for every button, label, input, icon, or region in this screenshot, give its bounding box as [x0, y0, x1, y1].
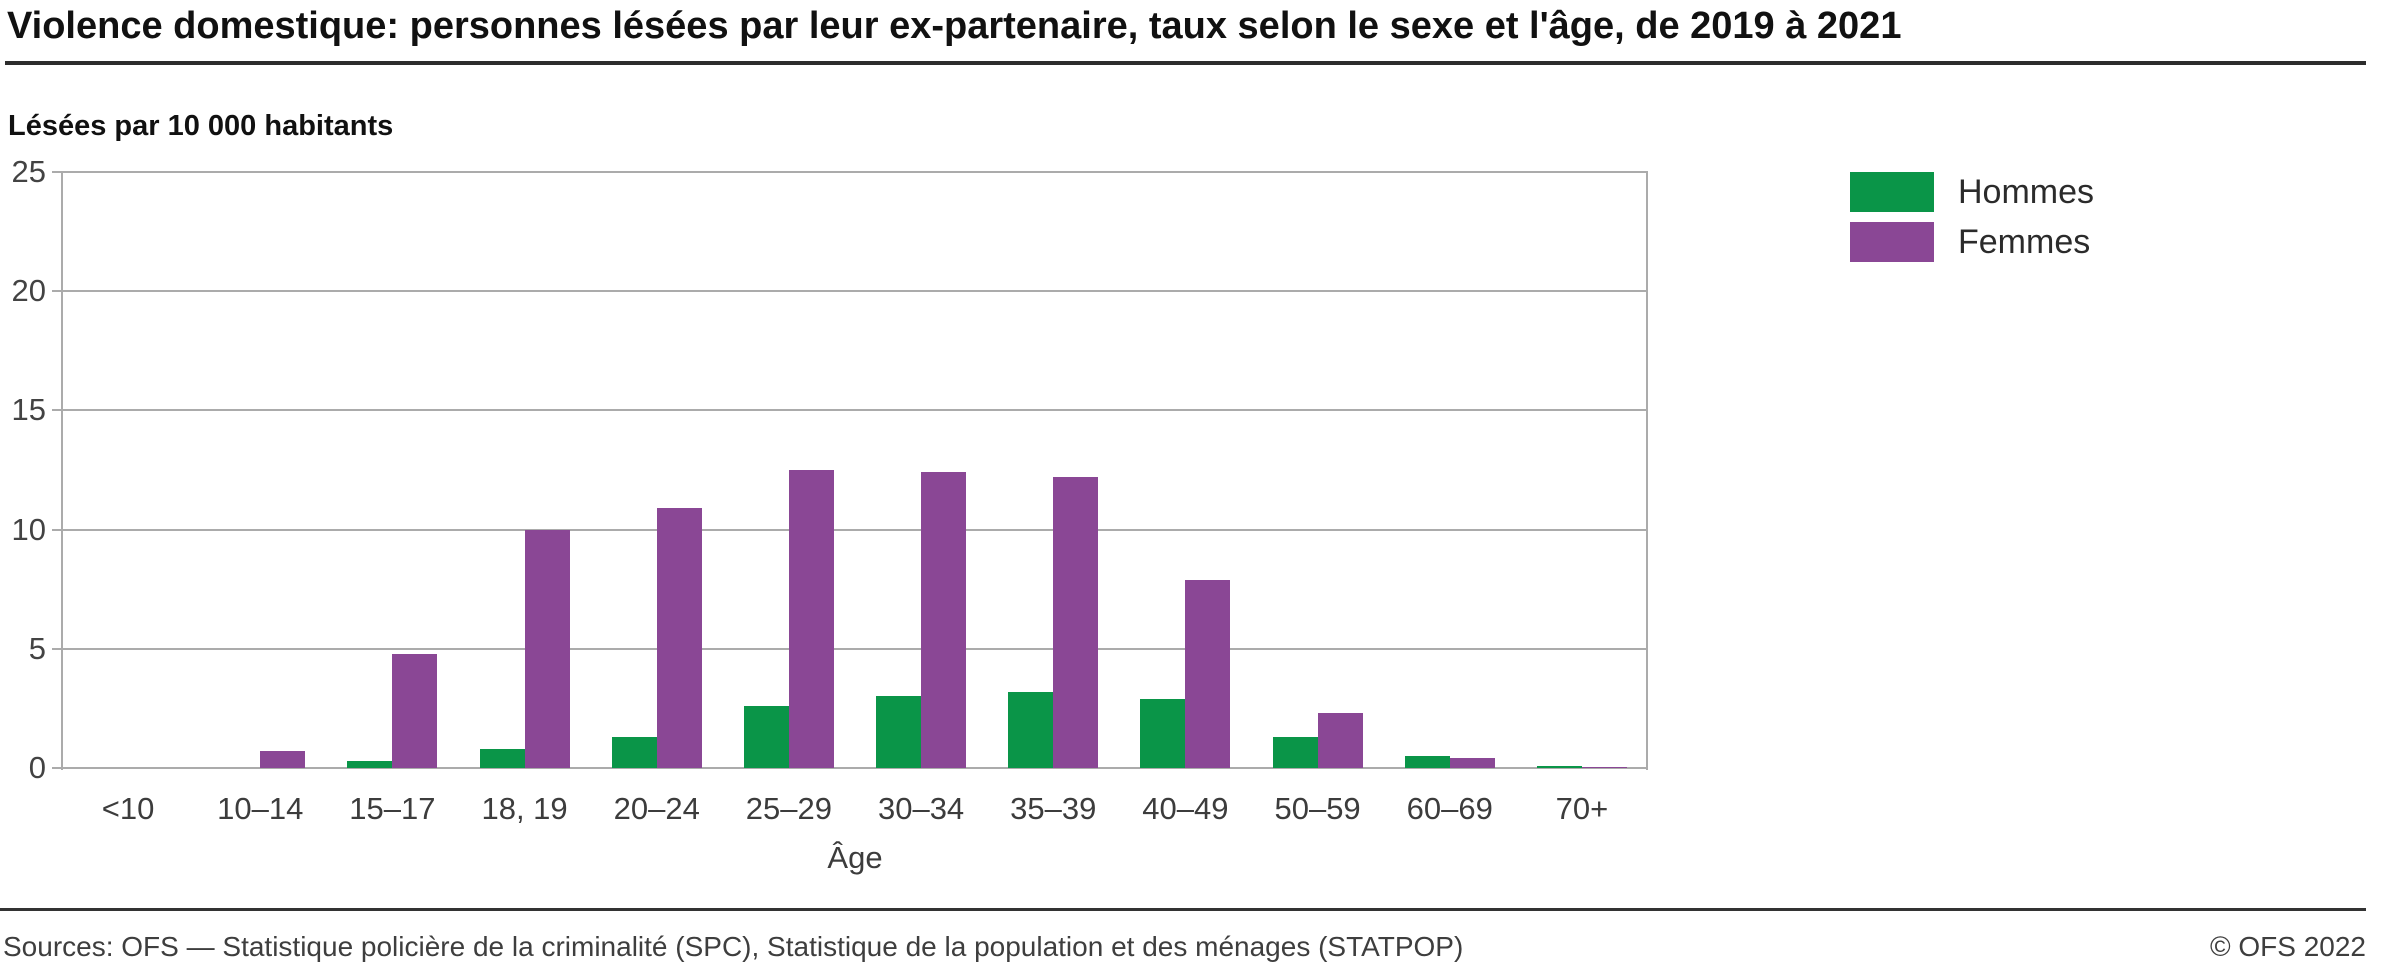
y-axis-tick-label: 0: [28, 750, 46, 785]
x-axis-tick-label: 25–29: [745, 791, 833, 826]
gridline-y-20: [52, 290, 1648, 293]
footer-divider: [0, 908, 2366, 911]
x-axis-tick-label: <10: [101, 791, 155, 826]
bar-femmes-2: [260, 751, 306, 768]
gridline-y-15: [52, 409, 1648, 412]
x-axis-tick-label: 20–24: [613, 791, 700, 826]
legend-label: Femmes: [1958, 223, 2091, 261]
bar-hommes-9: [1140, 698, 1186, 768]
gridline-y-0: [52, 767, 1648, 769]
y-axis-tick-label: 25: [11, 154, 46, 189]
bar-femmes-10: [1317, 713, 1363, 768]
page-title: Violence domestique: personnes lésées pa…: [7, 5, 1902, 47]
gridline-y-5: [52, 647, 1648, 650]
bar-hommes-3: [347, 760, 393, 768]
bar-femmes-8: [1053, 477, 1099, 768]
gridline-y-25: [52, 171, 1648, 173]
legend: Hommes Femmes: [1850, 172, 2094, 272]
bar-hommes-8: [1008, 691, 1054, 768]
bar-hommes-10: [1272, 737, 1318, 768]
y-axis-tick-label: 10: [11, 511, 46, 547]
bar-hommes-6: [743, 706, 789, 768]
bar-hommes-4: [479, 748, 525, 768]
y-axis-tick-label: 20: [11, 273, 46, 309]
x-axis-tick-label: 15–17: [349, 791, 436, 826]
footer: Sources: OFS — Statistique policière de …: [3, 931, 2366, 963]
y-axis-tick-label: 5: [28, 630, 46, 666]
y-axis-line: [61, 172, 63, 770]
bar-femmes-7: [921, 472, 967, 768]
legend-item-hommes: Hommes: [1850, 172, 2094, 212]
footer-sources: Sources: OFS — Statistique policière de …: [3, 931, 1464, 962]
y-axis-unit-label: Lésées par 10 000 habitants: [8, 110, 394, 142]
x-axis-tick-label: 60–69: [1406, 791, 1493, 826]
bar-femmes-6: [788, 470, 834, 768]
legend-swatch-hommes: [1850, 172, 1934, 212]
bar-hommes-5: [611, 737, 657, 768]
x-axis-title: Âge: [827, 840, 883, 875]
x-axis-tick-label: 10–14: [217, 791, 304, 826]
bar-femmes-5: [656, 508, 702, 768]
x-axis-tick-label: 70+: [1555, 791, 1609, 826]
x-axis-tick-label: 40–49: [1142, 791, 1229, 826]
bar-femmes-12: [1581, 766, 1627, 768]
bar-femmes-3: [392, 653, 438, 768]
bar-femmes-11: [1449, 758, 1495, 768]
y-axis-tick-label: 15: [11, 392, 46, 428]
x-axis-tick-label: 18, 19: [481, 791, 568, 826]
legend-item-femmes: Femmes: [1850, 222, 2094, 262]
legend-label: Hommes: [1958, 173, 2095, 211]
legend-swatch-femmes: [1850, 222, 1934, 262]
x-axis-tick-label: 30–34: [877, 791, 965, 826]
bar-hommes-12: [1536, 765, 1582, 768]
bar-femmes-9: [1185, 579, 1231, 768]
gridline-y-10: [52, 528, 1648, 531]
footer-copyright: © OFS 2022: [2209, 931, 2366, 962]
title-divider: [5, 61, 2366, 65]
x-axis-tick-label: 50–59: [1274, 791, 1361, 826]
bar-femmes-4: [524, 529, 570, 768]
bar-hommes-11: [1404, 756, 1450, 768]
x-axis-tick-label: 35–39: [1010, 791, 1097, 826]
plot-right-border: [1646, 172, 1648, 770]
bar-hommes-7: [876, 696, 922, 768]
